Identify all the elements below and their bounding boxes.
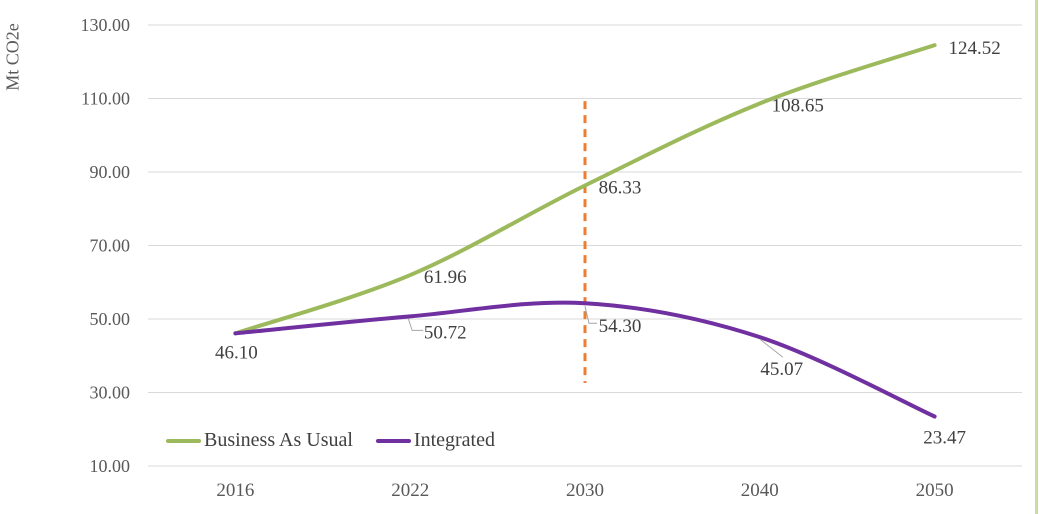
x-tick-label: 2016 — [216, 480, 254, 501]
y-tick-label: 70.00 — [90, 236, 131, 256]
y-tick-label: 110.00 — [81, 89, 130, 109]
data-label: 86.33 — [599, 177, 642, 198]
data-label: 50.72 — [424, 322, 467, 343]
integrated-line-swatch — [375, 438, 411, 443]
data-label-leader — [407, 318, 424, 331]
data-label: 61.96 — [424, 267, 467, 288]
data-label-leader — [584, 306, 597, 324]
data-label: 46.10 — [215, 342, 258, 363]
legend-label-business-as-usual: Business As Usual — [204, 429, 353, 451]
y-tick-label: 90.00 — [90, 162, 131, 182]
data-label: 54.30 — [599, 316, 642, 337]
series-line-business-as-usual — [233, 43, 937, 336]
legend: Business As Usual Integrated — [166, 429, 495, 452]
x-tick-label: 2050 — [916, 480, 954, 501]
data-label: 108.65 — [772, 95, 824, 116]
x-tick-label: 2022 — [391, 480, 429, 501]
window-edge-line — [1035, 0, 1038, 514]
data-label: 23.47 — [923, 427, 966, 448]
legend-item-integrated: Integrated — [375, 429, 495, 452]
x-tick-label: 2030 — [566, 480, 604, 501]
legend-label-integrated: Integrated — [413, 429, 495, 451]
series-line-integrated — [233, 300, 937, 419]
y-tick-label: 10.00 — [90, 456, 131, 476]
data-label: 124.52 — [948, 38, 1000, 59]
business-as-usual-line-swatch — [166, 438, 201, 443]
y-tick-label: 50.00 — [90, 309, 131, 329]
legend-item-business-as-usual: Business As Usual — [166, 429, 353, 452]
y-tick-label: 130.00 — [81, 15, 131, 35]
data-label: 45.07 — [760, 359, 803, 380]
x-tick-label: 2040 — [741, 480, 779, 501]
data-label-leader — [759, 338, 784, 358]
y-tick-label: 30.00 — [90, 383, 131, 403]
